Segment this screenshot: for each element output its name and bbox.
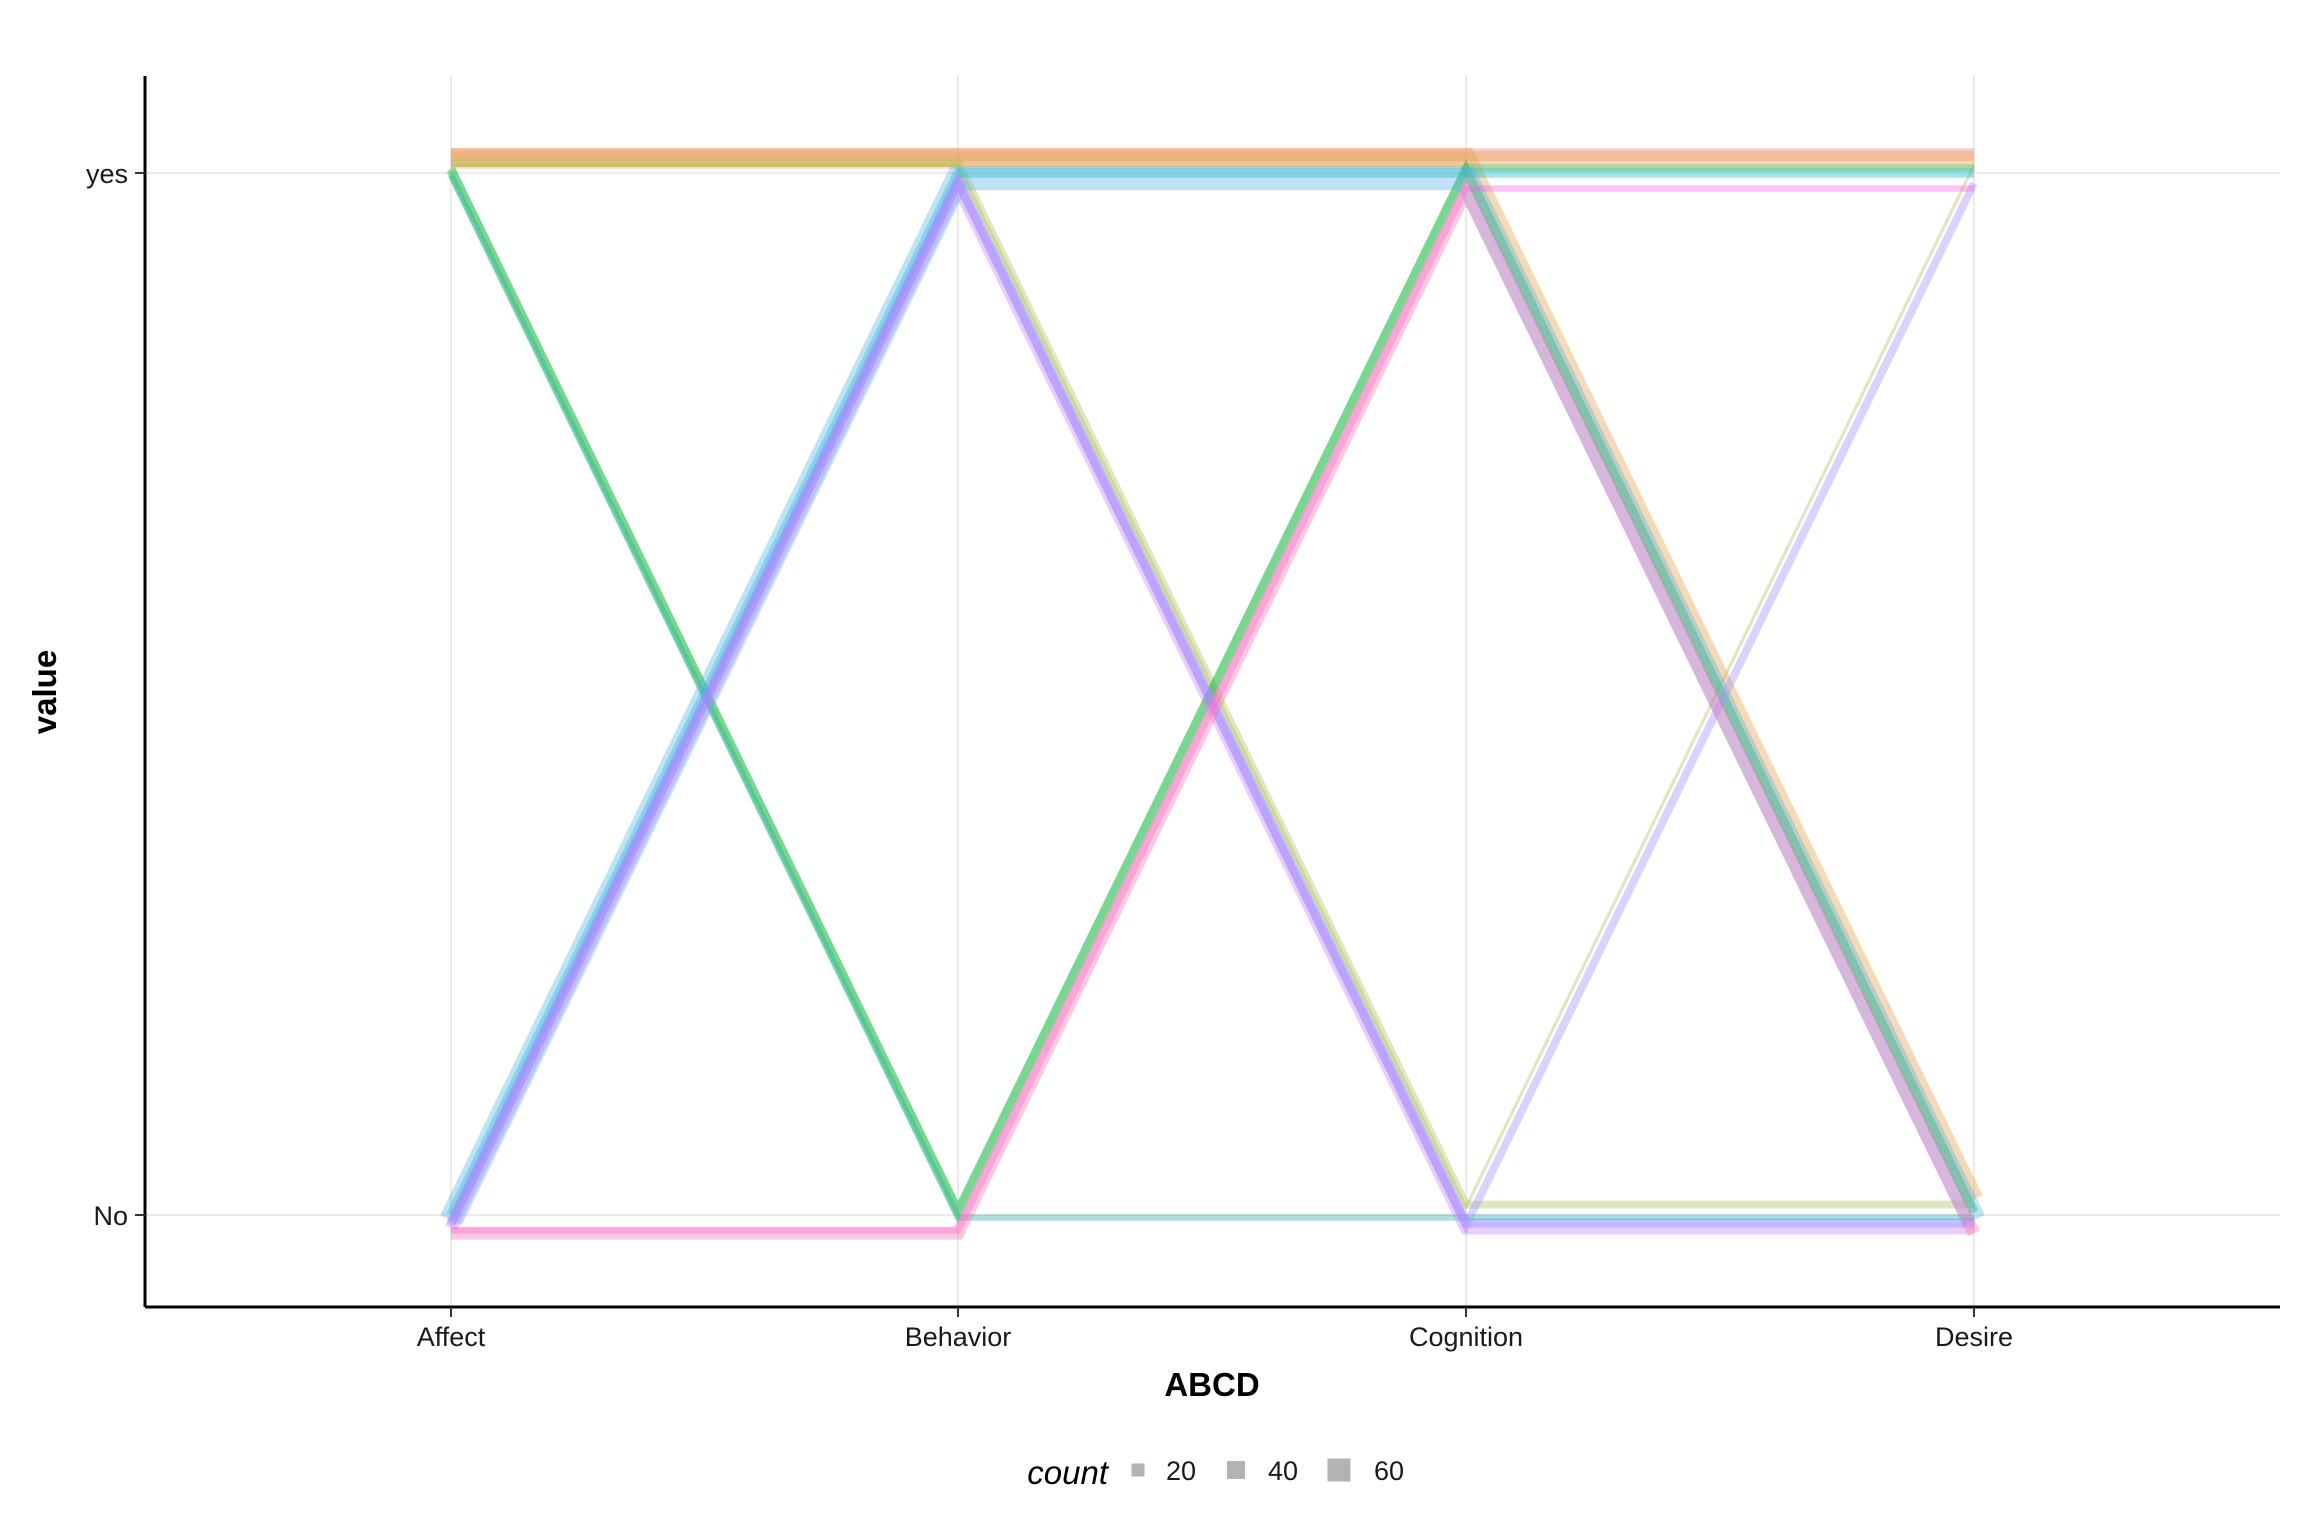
y-ticks: No yes [86, 159, 145, 1231]
series-line [451, 147, 1983, 1204]
series-line [451, 185, 1974, 1234]
series-line [445, 171, 1974, 1235]
legend-key [1131, 1463, 1145, 1477]
y-tick-label: yes [86, 159, 128, 189]
y-axis-title: value [26, 650, 63, 734]
series-line [447, 163, 1974, 1219]
legend-key [1227, 1461, 1245, 1479]
x-axis-title: ABCD [1164, 1366, 1259, 1403]
series-line [446, 168, 1974, 1218]
series-line [447, 174, 1978, 1235]
x-tick-label: Cognition [1409, 1322, 1523, 1352]
legend-label: 20 [1166, 1456, 1196, 1486]
series-line [451, 176, 1980, 1240]
axes [143, 76, 2280, 1309]
x-ticks: Affect Behavior Cognition Desire [417, 1307, 2013, 1352]
series-line [440, 166, 1985, 1226]
series-lines [440, 147, 1985, 1240]
grid-lines [147, 76, 2280, 1305]
series-line [451, 158, 1974, 1209]
legend-label: 40 [1268, 1456, 1298, 1486]
x-tick-label: Affect [417, 1322, 486, 1352]
series-line [451, 163, 1976, 1211]
legend: count 20 40 60 [1027, 1454, 1404, 1491]
x-tick-label: Behavior [905, 1322, 1012, 1352]
x-tick-label: Desire [1935, 1322, 2013, 1352]
y-tick-label: No [93, 1201, 128, 1231]
series-line [446, 169, 1974, 1228]
legend-key [1327, 1458, 1351, 1482]
series-line [448, 174, 1974, 1221]
legend-label: 60 [1374, 1456, 1404, 1486]
series-line [446, 159, 1979, 1224]
legend-title: count [1027, 1454, 1110, 1491]
